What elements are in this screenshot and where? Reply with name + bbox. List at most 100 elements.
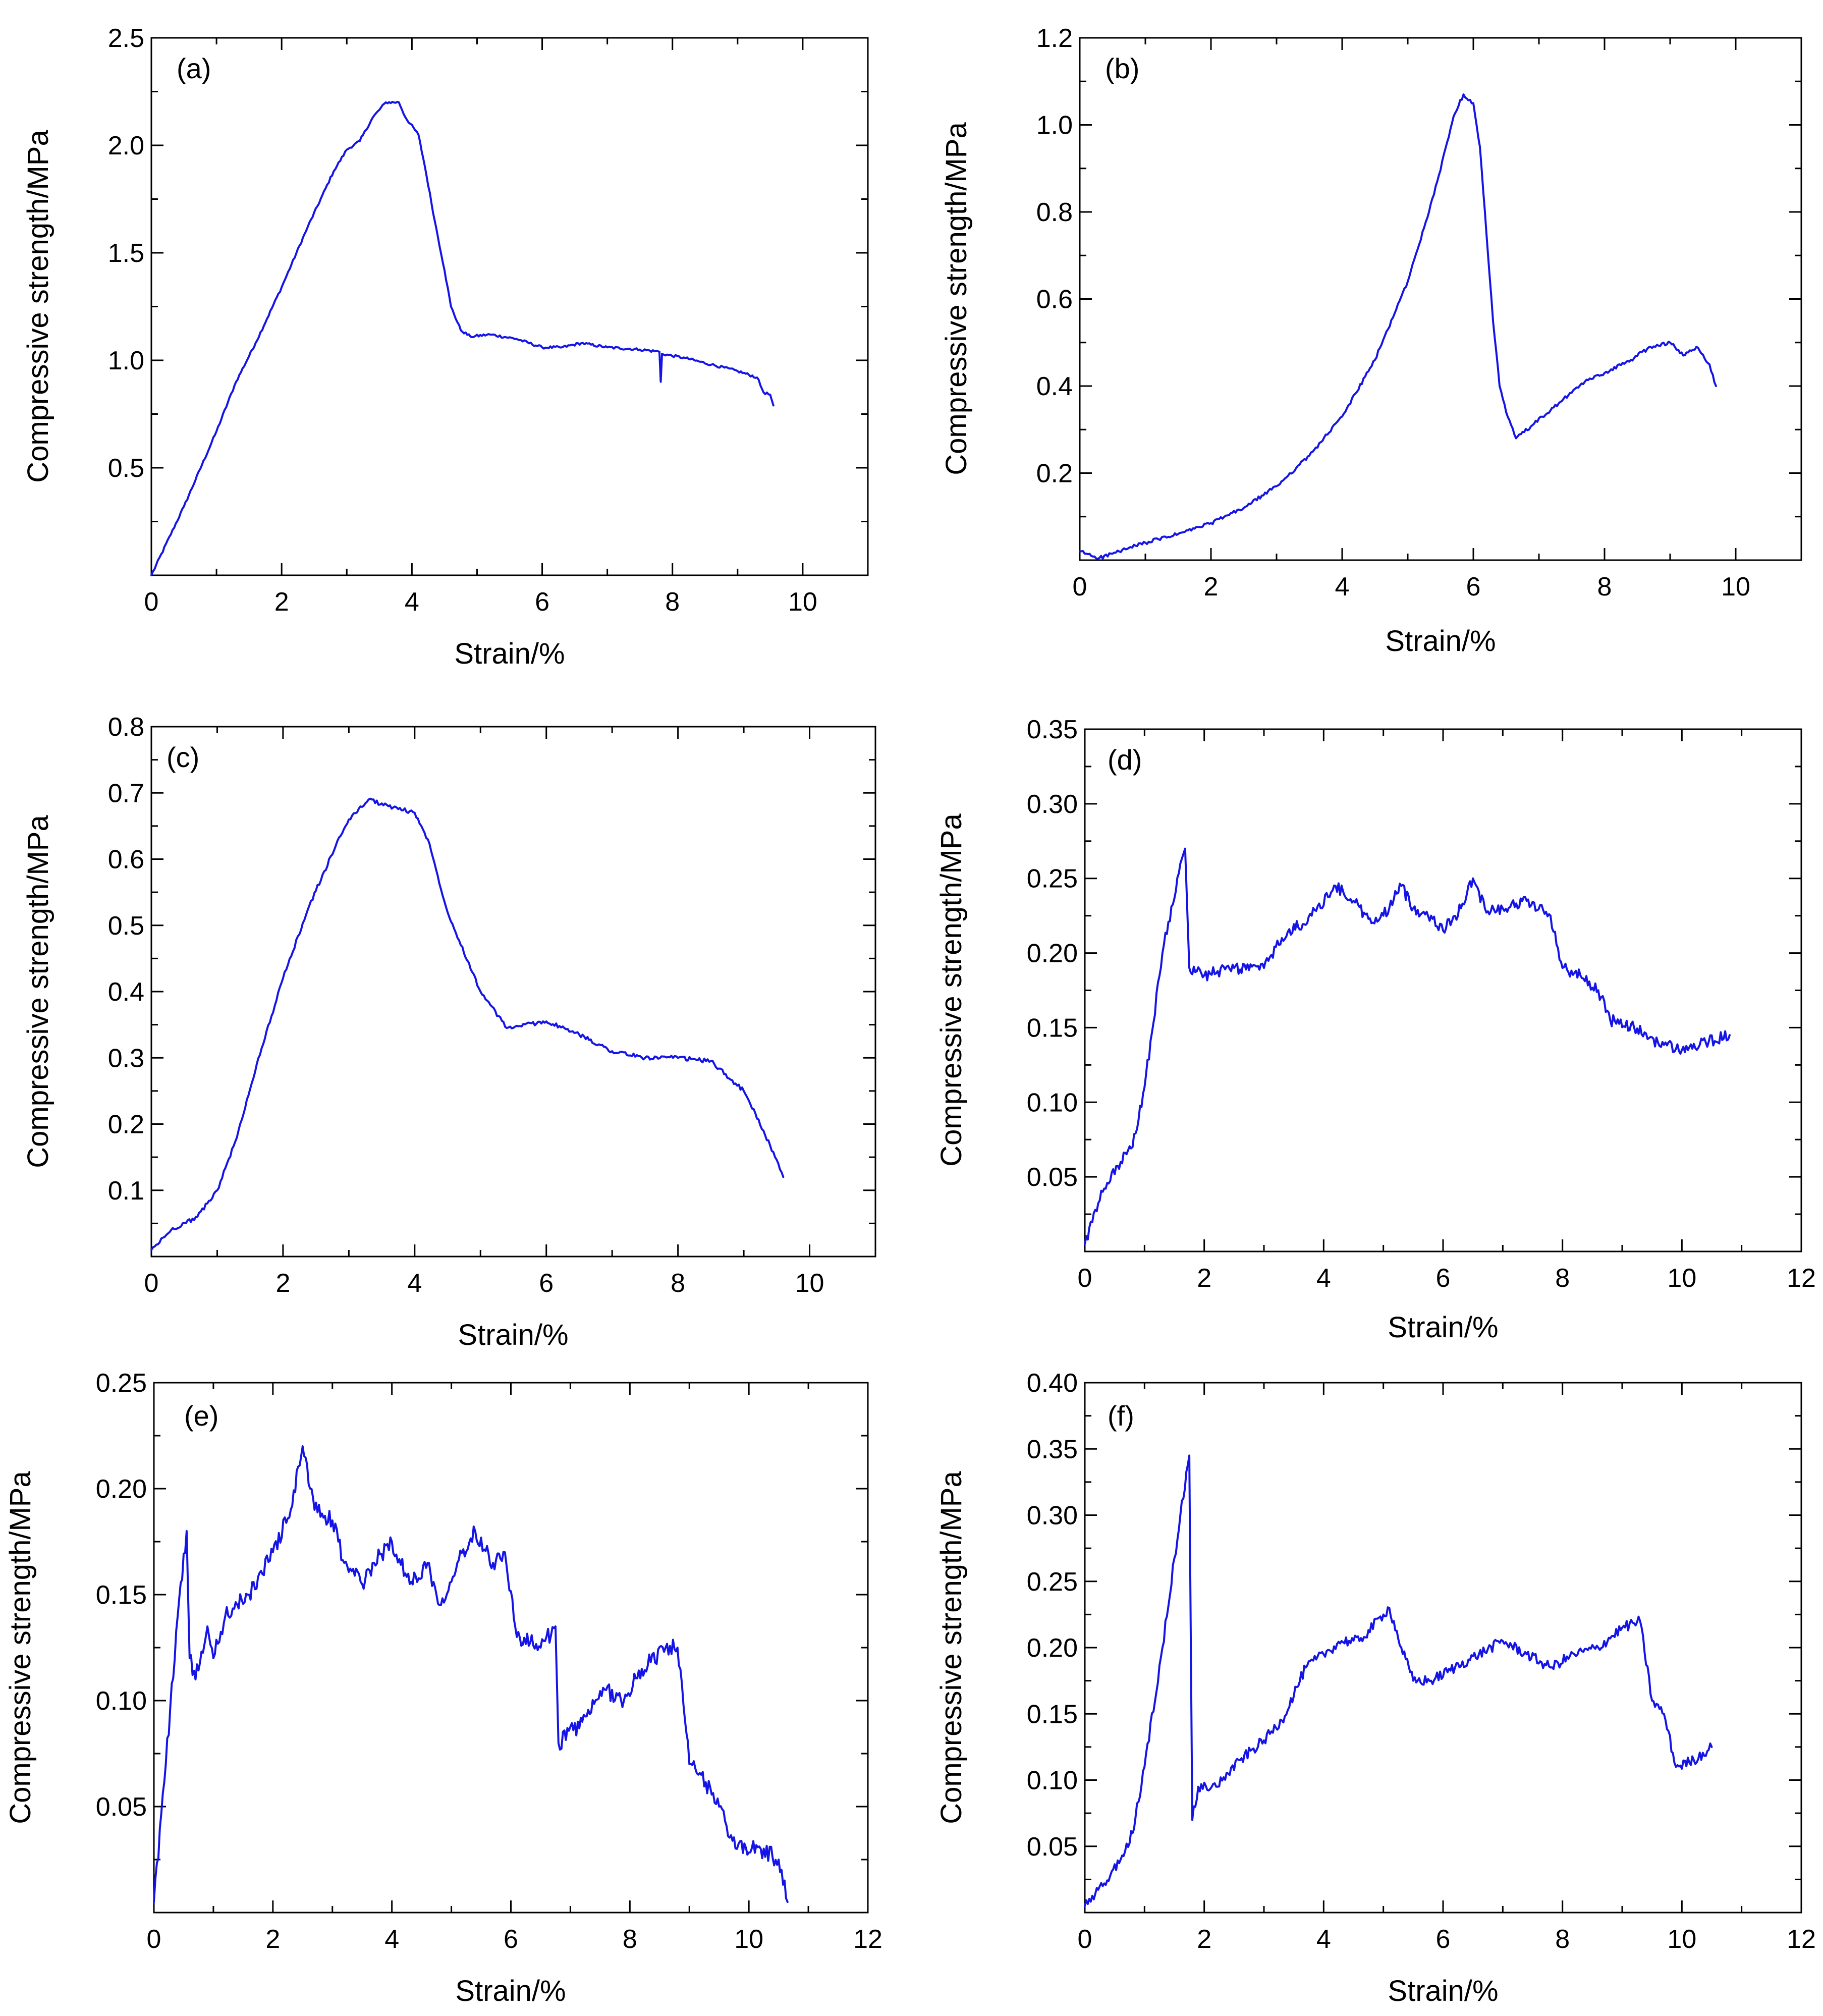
chart-panel-d: 0 2 4 6 8 10 12 0.05 0.10 0.15 0.20 0.25 0.30 0.35 (d… bbox=[935, 715, 1816, 1344]
x-tick-label: 10 bbox=[734, 1925, 763, 1954]
x-tick-label: 2 bbox=[274, 587, 289, 617]
y-tick-label: 0.3 bbox=[108, 1044, 144, 1073]
x-axis-title: Strain/% bbox=[1388, 1975, 1498, 2007]
x-tick-label: 8 bbox=[623, 1925, 637, 1954]
plot-frame bbox=[153, 1382, 869, 1914]
y-tick-label: 0.5 bbox=[108, 454, 144, 483]
y-tick-label: 0.10 bbox=[1027, 1088, 1078, 1117]
y-tick-label: 0.30 bbox=[1027, 1501, 1078, 1531]
plot-frame bbox=[150, 37, 869, 576]
y-tick-label: 0.35 bbox=[1027, 1435, 1078, 1464]
x-tick-label: 4 bbox=[405, 587, 419, 617]
tick-group: 0 2 4 6 8 10 12 0.05 0.10 0.15 0.20 0.25 0.30 0.35 bbox=[1027, 715, 1816, 1293]
y-axis-title: Compressive strength/MPa bbox=[22, 130, 54, 483]
x-tick-label: 0 bbox=[1078, 1925, 1092, 1954]
panel-label: (b) bbox=[1105, 52, 1139, 84]
x-tick-label: 4 bbox=[1316, 1925, 1331, 1954]
x-axis-title: Strain/% bbox=[1388, 1311, 1498, 1344]
y-axis-title: Compressive strength/MPa bbox=[935, 813, 968, 1167]
x-tick-label: 2 bbox=[275, 1269, 290, 1298]
panel-label: (a) bbox=[177, 52, 211, 84]
x-tick-label: 8 bbox=[1555, 1264, 1570, 1293]
plot-frame bbox=[1079, 37, 1802, 561]
y-tick-label: 0.8 bbox=[108, 713, 144, 742]
y-tick-label: 0.7 bbox=[108, 779, 144, 808]
y-tick-label: 0.10 bbox=[96, 1686, 147, 1716]
y-tick-label: 2.0 bbox=[108, 131, 144, 160]
y-tick-label: 0.25 bbox=[1027, 1567, 1078, 1597]
y-tick-label: 0.05 bbox=[1027, 1832, 1078, 1862]
y-tick-label: 0.15 bbox=[96, 1581, 147, 1610]
y-axis-title: Compressive strength/MPa bbox=[4, 1471, 37, 1824]
y-tick-label: 0.20 bbox=[1027, 939, 1078, 968]
plot-frame bbox=[1084, 728, 1802, 1252]
y-axis-title: Compressive strength/MPa bbox=[22, 815, 54, 1168]
y-tick-label: 0.15 bbox=[1027, 1700, 1078, 1729]
series-line bbox=[150, 797, 785, 1251]
tick-group: 0 2 4 6 8 10 0.2 0.4 0.6 0.8 1.0 1.2 bbox=[1036, 24, 1802, 602]
x-tick-label: 0 bbox=[1078, 1264, 1092, 1293]
series-line bbox=[1084, 1454, 1713, 1907]
x-tick-label: 0 bbox=[144, 587, 159, 617]
x-tick-label: 10 bbox=[788, 587, 817, 617]
x-tick-label: 8 bbox=[1597, 572, 1612, 602]
y-tick-label: 0.6 bbox=[108, 845, 144, 875]
chart-panel-c: 0 2 4 6 8 10 0.1 0.2 0.3 0.4 0.5 0.6 0.7 0.8 (c) Stra… bbox=[22, 713, 876, 1351]
plot-frame bbox=[150, 726, 876, 1258]
x-tick-label: 10 bbox=[795, 1269, 824, 1298]
y-tick-label: 1.0 bbox=[108, 346, 144, 375]
x-tick-label: 8 bbox=[671, 1269, 685, 1298]
x-tick-label: 2 bbox=[265, 1925, 280, 1954]
y-tick-label: 0.2 bbox=[1036, 459, 1073, 488]
y-tick-label: 1.0 bbox=[1036, 111, 1073, 140]
y-tick-label: 0.4 bbox=[108, 977, 144, 1007]
x-tick-label: 10 bbox=[1667, 1925, 1696, 1954]
x-tick-label: 0 bbox=[1073, 572, 1087, 602]
y-tick-label: 0.5 bbox=[108, 911, 144, 941]
x-tick-label: 4 bbox=[1316, 1264, 1331, 1293]
panel-label: (f) bbox=[1108, 1400, 1134, 1432]
x-axis-title: Strain/% bbox=[1385, 625, 1496, 658]
y-tick-label: 0.40 bbox=[1027, 1369, 1078, 1398]
chart-panel-f: 0 2 4 6 8 10 12 0.05 0.10 0.15 0.20 0.25 0.30 0.35 0.4… bbox=[935, 1369, 1816, 2007]
chart-panel-e: 0 2 4 6 8 10 12 0.05 0.10 0.15 0.20 0.25 (e) Strain… bbox=[4, 1369, 882, 2007]
x-tick-label: 2 bbox=[1197, 1925, 1211, 1954]
tick-group: 0 2 4 6 8 10 0.1 0.2 0.3 0.4 0.5 0.6 0.7 0.8 bbox=[108, 713, 876, 1298]
y-tick-label: 0.4 bbox=[1036, 372, 1073, 401]
series-line bbox=[153, 1445, 789, 1903]
y-tick-label: 1.5 bbox=[108, 239, 144, 268]
y-tick-label: 0.30 bbox=[1027, 790, 1078, 819]
x-tick-label: 10 bbox=[1721, 572, 1750, 602]
y-tick-label: 0.25 bbox=[1027, 864, 1078, 894]
tick-group: 0 2 4 6 8 10 12 0.05 0.10 0.15 0.20 0.25 0.30 0.35 0.4… bbox=[1027, 1369, 1816, 1954]
y-tick-label: 0.05 bbox=[1027, 1163, 1078, 1192]
y-axis-title: Compressive strength/MPa bbox=[940, 122, 973, 475]
y-tick-label: 0.10 bbox=[1027, 1766, 1078, 1795]
y-tick-label: 0.05 bbox=[96, 1792, 147, 1822]
y-axis-title: Compressive strength/MPa bbox=[935, 1471, 968, 1824]
x-tick-label: 8 bbox=[665, 587, 680, 617]
panel-label: (d) bbox=[1108, 744, 1142, 776]
y-tick-label: 0.1 bbox=[108, 1176, 144, 1206]
x-tick-label: 12 bbox=[1787, 1925, 1816, 1954]
x-tick-label: 6 bbox=[535, 587, 549, 617]
chart-panel-b: 0 2 4 6 8 10 0.2 0.4 0.6 0.8 1.0 1.2 (b) Strain/% C… bbox=[940, 24, 1802, 658]
x-tick-label: 4 bbox=[407, 1269, 422, 1298]
x-tick-label: 6 bbox=[1436, 1264, 1451, 1293]
y-tick-label: 2.5 bbox=[108, 24, 144, 53]
tick-group: 0 2 4 6 8 10 0.5 1.0 1.5 2.0 2.5 bbox=[108, 24, 869, 617]
y-tick-label: 0.20 bbox=[1027, 1633, 1078, 1663]
x-tick-label: 6 bbox=[1466, 572, 1481, 602]
chart-panel-a: 0 2 4 6 8 10 0.5 1.0 1.5 2.0 2.5 (a) Strain/% Comp… bbox=[22, 24, 869, 670]
x-axis-title: Strain/% bbox=[454, 637, 565, 670]
y-tick-label: 0.6 bbox=[1036, 285, 1073, 314]
x-axis-title: Strain/% bbox=[458, 1319, 568, 1351]
y-tick-label: 0.35 bbox=[1027, 715, 1078, 744]
y-tick-label: 1.2 bbox=[1036, 24, 1073, 53]
x-tick-label: 8 bbox=[1555, 1925, 1570, 1954]
series-line bbox=[1084, 847, 1731, 1245]
x-tick-label: 2 bbox=[1197, 1264, 1211, 1293]
panel-label: (e) bbox=[184, 1400, 218, 1432]
tick-group: 0 2 4 6 8 10 12 0.05 0.10 0.15 0.20 0.25 bbox=[96, 1369, 882, 1954]
